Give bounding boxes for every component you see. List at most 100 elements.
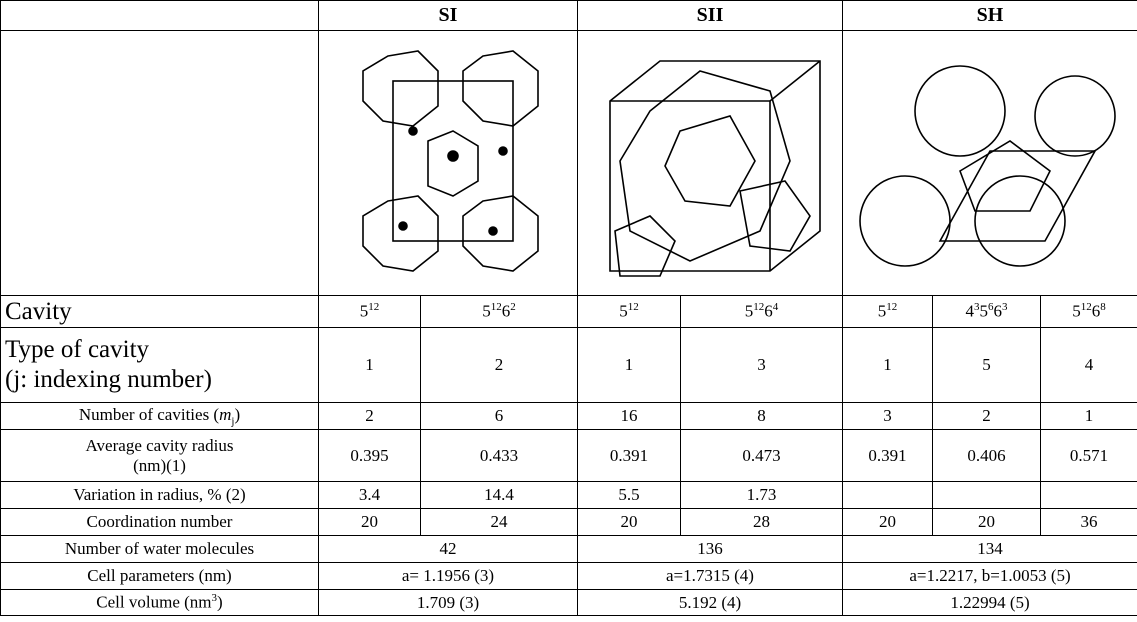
cavity-exponent: 12	[753, 301, 764, 313]
cage-cluster	[620, 71, 790, 261]
table-row: Cell parameters (nm) a= 1.1956 (3) a=1.731…	[1, 563, 1137, 590]
value-cell: a= 1.1956 (3)	[319, 563, 578, 590]
table-row: Coordination number20242028202036	[1, 509, 1137, 536]
table-row: Average cavity radius(nm)(1) 0.395 0.433 0.…	[1, 430, 1137, 482]
cell-text: 42	[440, 539, 457, 558]
cell-text: 20	[978, 512, 995, 531]
label-text: Cell volume (nm	[96, 593, 211, 612]
value-cell: a=1.2217, b=1.0053 (5)	[843, 563, 1137, 590]
value-cell: 5.5	[578, 482, 681, 509]
label-text: (nm)(1)	[133, 456, 186, 475]
value-cell: 1	[843, 328, 933, 403]
corner-cell	[1, 31, 319, 296]
cell-text: 1	[365, 355, 374, 374]
label-text: Cell parameters (nm)	[87, 566, 231, 585]
cell-text: 4	[1085, 355, 1094, 374]
cell-text: 36	[1081, 512, 1098, 531]
column-header: SII	[578, 1, 843, 31]
sii-structure-drawing	[590, 41, 830, 286]
cage	[463, 51, 538, 126]
cell-text: 28	[753, 512, 770, 531]
label-text: Average cavity radius	[86, 436, 234, 455]
value-cell: 134	[843, 536, 1137, 563]
value-cell: 0.395	[319, 430, 421, 482]
table-row: Number of cavities (mj)26168321	[1, 403, 1137, 430]
cell-text: 1.73	[747, 485, 777, 504]
cell-text: 14.4	[484, 485, 514, 504]
sh-structure-drawing	[850, 41, 1130, 286]
cavity-base: 4	[966, 302, 975, 321]
value-cell: 1	[319, 328, 421, 403]
cavity-base: 5	[360, 302, 369, 321]
value-cell: 20	[578, 509, 681, 536]
cavity-exponent: 4	[773, 301, 779, 313]
cell-text: 2	[982, 406, 991, 425]
value-cell: 512	[843, 296, 933, 328]
cell-text: 0.433	[480, 446, 518, 465]
cell-text: 5.192 (4)	[679, 593, 741, 612]
cage	[860, 176, 950, 266]
value-cell: 0.571	[1041, 430, 1137, 482]
cage	[915, 66, 1005, 156]
cavity-exponent: 12	[886, 301, 897, 313]
cell-outline	[940, 151, 1095, 241]
cage	[740, 181, 810, 251]
cell-text: a=1.7315 (4)	[666, 566, 754, 585]
cell-text: 5	[982, 355, 991, 374]
label-text: Number of cavities (	[79, 405, 219, 424]
value-cell: 435663	[933, 296, 1041, 328]
value-cell: 6	[421, 403, 578, 430]
cell-text: 8	[757, 406, 766, 425]
value-cell: 51268	[1041, 296, 1137, 328]
cell-text: 5.5	[618, 485, 639, 504]
cell-text: 3	[757, 355, 766, 374]
cage	[463, 196, 538, 271]
cell-text: 24	[491, 512, 508, 531]
value-cell: 20	[319, 509, 421, 536]
cavity-base: 5	[745, 302, 754, 321]
table-row: Cell volume (nm3)1.709 (3)5.192 (4)1.229…	[1, 590, 1137, 616]
cage	[665, 116, 755, 206]
cavity-exponent: 12	[491, 301, 502, 313]
cavity-base: 5	[878, 302, 887, 321]
label-italic: m	[219, 405, 231, 424]
cell-text: 0.571	[1070, 446, 1108, 465]
value-cell: 136	[578, 536, 843, 563]
cell-text: 2	[495, 355, 504, 374]
edge	[770, 61, 820, 101]
cell-text: 20	[879, 512, 896, 531]
atom	[399, 222, 407, 230]
cell-text: 3.4	[359, 485, 380, 504]
value-cell: 3	[843, 403, 933, 430]
page: html, body { margin: 0; padding: 0; back…	[0, 0, 1137, 622]
cell-text: 0.395	[350, 446, 388, 465]
row-label: Average cavity radius(nm)(1)	[1, 430, 319, 482]
cell-text: 1	[883, 355, 892, 374]
value-cell: 5.192 (4)	[578, 590, 843, 616]
cell-text: 1	[625, 355, 634, 374]
row-label: Cavity	[1, 296, 319, 328]
value-cell: 14.4	[421, 482, 578, 509]
cage	[975, 176, 1065, 266]
label-text: Number of water molecules	[65, 539, 254, 558]
cage	[363, 51, 438, 126]
cell-text: 16	[621, 406, 638, 425]
row-label: Number of water molecules	[1, 536, 319, 563]
cavity-base: 6	[994, 302, 1003, 321]
value-cell: 51264	[681, 296, 843, 328]
cell-text: 20	[361, 512, 378, 531]
label-text: Variation in radius, % (2)	[73, 485, 245, 504]
table-row: Variation in radius, % (2) 3.4 14.4 5.5 1.73	[1, 482, 1137, 509]
cavity-exponent: 2	[510, 301, 516, 313]
value-cell: 0.391	[578, 430, 681, 482]
value-cell: 2	[421, 328, 578, 403]
value-cell: 2	[933, 403, 1041, 430]
table-row: Cavity512512625125126451243566351268	[1, 296, 1137, 328]
cavity-base: 5	[619, 302, 628, 321]
cavity-base: 5	[482, 302, 491, 321]
value-cell: 1.73	[681, 482, 843, 509]
value-cell: 42	[319, 536, 578, 563]
value-cell: 36	[1041, 509, 1137, 536]
cell-text: 3	[883, 406, 892, 425]
